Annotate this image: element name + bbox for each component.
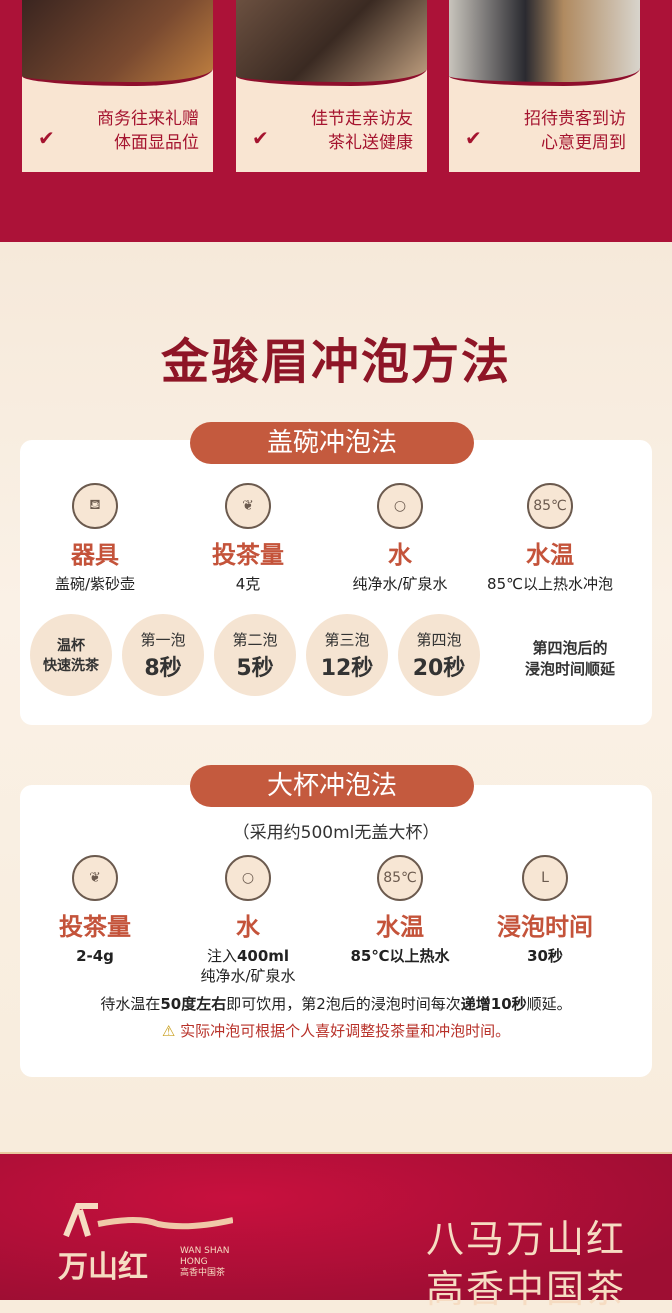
step-after-note: 第四泡后的 浸泡时间顺延	[490, 638, 650, 680]
temperature-icon: 85℃	[527, 483, 573, 529]
method1-item-water: ○ 水 纯净水/矿泉水	[320, 483, 480, 594]
item-label: 浸泡时间	[497, 913, 593, 941]
scene-card-business: ✔ 商务往来礼赠 体面显品位	[22, 0, 213, 172]
warning-icon: ⚠	[161, 1022, 176, 1040]
scenes-section: ✔ 商务往来礼赠 体面显品位 ✔ 佳节走亲访友 茶礼送健康 ✔ 招待贵客到访 心…	[0, 0, 672, 242]
step-label: 第一泡	[140, 630, 186, 649]
step-label: 第二泡	[232, 630, 278, 649]
brand-logo-mark	[58, 1202, 234, 1238]
step-label: 第三泡	[324, 630, 370, 649]
scene-photo	[449, 0, 640, 86]
check-icon: ✔	[252, 126, 269, 150]
method2-note: 待水温在50度左右即可饮用，第2泡后的浸泡时间每次递增10秒顺延。	[0, 993, 672, 1014]
method2-subtitle: （采用约500ml无盖大杯）	[232, 823, 440, 843]
check-icon: ✔	[38, 126, 55, 150]
note-bold: 递增10秒	[460, 995, 527, 1013]
brand-en2: HONG	[180, 1257, 208, 1267]
method2-title: 大杯冲泡法	[190, 765, 474, 807]
note-text: 待水温在	[100, 995, 161, 1013]
brand-logo-en: WAN SHAN HONG 高香中国茶	[180, 1246, 230, 1279]
warning-text: 实际冲泡可根据个人喜好调整投茶量和冲泡时间。	[180, 1022, 511, 1040]
scene-line2: 茶礼送健康	[328, 133, 413, 153]
scene-line2: 体面显品位	[114, 133, 199, 153]
after-line2: 浸泡时间顺延	[524, 660, 615, 678]
water-drop-icon: ○	[377, 483, 423, 529]
item-label: 投茶量	[212, 541, 284, 569]
step-3: 第三泡 12秒	[306, 614, 388, 696]
page-title: 金骏眉冲泡方法	[160, 334, 511, 390]
item-value: 盖碗/紫砂壶	[54, 575, 136, 593]
method1-item-vessel: ⛾ 器具 盖碗/紫砂壶	[15, 483, 175, 594]
item-label: 投茶量	[59, 913, 131, 941]
water-drop-icon: ○	[225, 855, 271, 901]
scene-line1: 商务往来礼赠	[97, 109, 199, 129]
step-label: 温杯	[57, 638, 85, 654]
footer-banner: 万山红 WAN SHAN HONG 高香中国茶 八马万山红 高香中国茶	[0, 1152, 672, 1311]
item-value: 4克	[235, 575, 261, 593]
item-label: 水温	[376, 913, 424, 941]
item-value: 30秒	[527, 947, 563, 965]
method2-item-amount: ❦ 投茶量 2-4g	[15, 855, 175, 966]
temperature-icon: 85℃	[377, 855, 423, 901]
step-value: 20秒	[412, 655, 466, 681]
method1-item-amount: ❦ 投茶量 4克	[168, 483, 328, 594]
step-value: 5秒	[236, 655, 274, 681]
method2-item-water: ○ 水 注入400ml 纯净水/矿泉水	[168, 855, 328, 986]
step-value: 快速洗茶	[43, 658, 99, 674]
method2-item-temp: 85℃ 水温 85℃以上热水	[320, 855, 480, 966]
clock-icon: L	[522, 855, 568, 901]
brand-en1: WAN SHAN	[180, 1246, 230, 1256]
brand-sub: 高香中国茶	[180, 1268, 226, 1278]
item-value: 85℃以上热水冲泡	[487, 575, 613, 593]
step-rinse: 温杯 快速洗茶	[30, 614, 112, 696]
item-value2: 纯净水/矿泉水	[200, 967, 296, 985]
step-1: 第一泡 8秒	[122, 614, 204, 696]
scene-line1: 佳节走亲访友	[311, 109, 413, 129]
step-label: 第四泡	[416, 630, 462, 649]
note-text: 顺延。	[526, 995, 572, 1013]
method2-warning: ⚠ 实际冲泡可根据个人喜好调整投茶量和冲泡时间。	[0, 1020, 672, 1041]
item-value: 85℃以上热水	[350, 947, 450, 965]
step-value: 8秒	[144, 655, 182, 681]
step-4: 第四泡 20秒	[398, 614, 480, 696]
item-label: 水	[236, 913, 260, 941]
scene-line2: 心意更周到	[541, 133, 626, 153]
step-2: 第二泡 5秒	[214, 614, 296, 696]
note-text: 即可饮用，第2泡后的浸泡时间每次	[226, 995, 461, 1013]
slogan-line1: 八马万山红	[425, 1217, 626, 1261]
leaf-icon: ❦	[225, 483, 271, 529]
method1-item-temp: 85℃ 水温 85℃以上热水冲泡	[465, 483, 635, 594]
item-value: 2-4g	[76, 947, 114, 965]
scene-card-festival: ✔ 佳节走亲访友 茶礼送健康	[236, 0, 427, 172]
note-bold: 50度左右	[160, 995, 227, 1013]
slogan-line2: 高香中国茶	[425, 1267, 626, 1311]
scene-card-guests: ✔ 招待贵客到访 心意更周到	[449, 0, 640, 172]
leaf-icon: ❦	[72, 855, 118, 901]
brand-logo-text: 万山红	[58, 1250, 148, 1285]
item-label: 水	[388, 541, 412, 569]
item-value-bold: 400ml	[236, 947, 290, 965]
item-label: 水温	[526, 541, 574, 569]
scene-photo	[22, 0, 213, 86]
check-icon: ✔	[465, 126, 482, 150]
scene-photo	[236, 0, 427, 86]
scene-line1: 招待贵客到访	[524, 109, 626, 129]
item-label: 器具	[71, 541, 119, 569]
method1-title: 盖碗冲泡法	[190, 422, 474, 464]
gaiwan-icon: ⛾	[72, 483, 118, 529]
step-value: 12秒	[320, 655, 374, 681]
method2-card	[20, 785, 652, 1077]
item-value: 注入	[206, 947, 237, 965]
method2-item-time: L 浸泡时间 30秒	[465, 855, 625, 966]
item-value: 纯净水/矿泉水	[352, 575, 448, 593]
after-line1: 第四泡后的	[532, 639, 608, 657]
